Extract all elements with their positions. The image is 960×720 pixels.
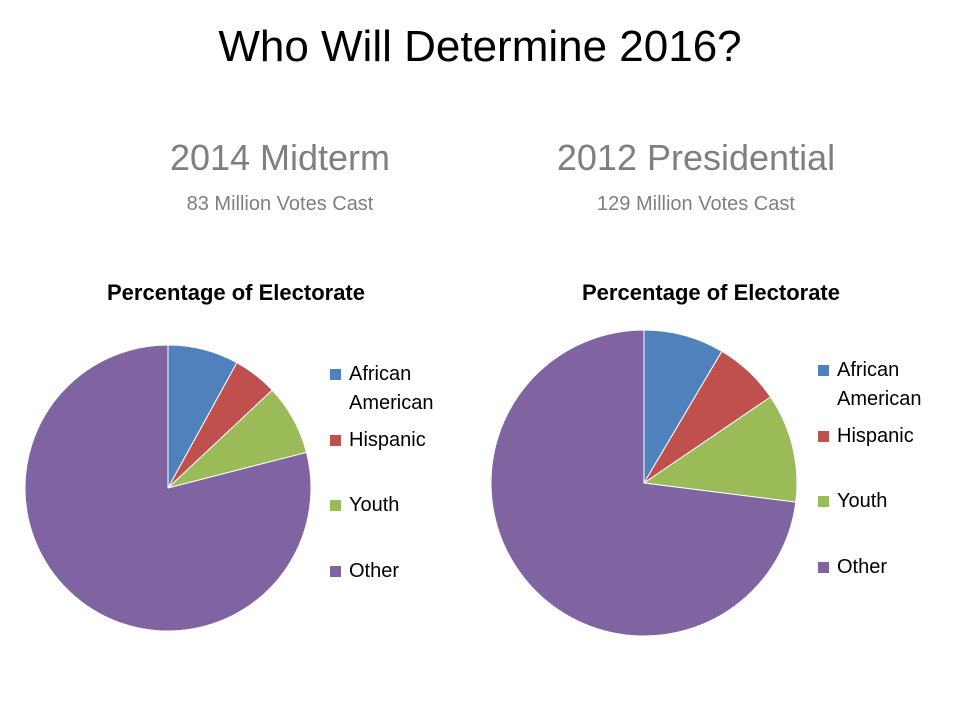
column-heading-2014: 2014 Midterm [169,137,391,178]
pie-chart-2012 [490,329,798,637]
pie-slice-youth [642,396,798,503]
legend-swatch-hispanic [330,435,341,446]
legend-label: Hispanic [349,429,426,451]
legend-swatch-african-american [818,365,829,376]
legend-2012: African American Hispanic Youth Other [818,356,960,586]
legend-item-african-american: African American [330,360,459,418]
legend-2014: African American Hispanic Youth Other [330,360,480,590]
chart-title-2012: Percentage of Electorate [582,280,840,305]
pie-slice-other [24,344,312,632]
legend-swatch-youth [818,496,829,507]
pie-chart-2014 [24,344,312,632]
legend-item-hispanic: Hispanic [330,426,459,455]
legend-item-youth: Youth [818,487,947,516]
column-subheading-2012: 129 Million Votes Cast [597,193,795,215]
legend-swatch-african-american [330,369,341,380]
chart-title-2014: Percentage of Electorate [107,280,365,305]
column-heading-2012: 2012 Presidential [556,137,836,178]
legend-swatch-hispanic [818,431,829,442]
legend-swatch-other [818,562,829,573]
legend-item-hispanic: Hispanic [818,422,947,451]
legend-item-african-american: African American [818,356,947,414]
legend-item-other: Other [330,557,459,586]
column-subheading-2014: 83 Million Votes Cast [186,193,374,215]
legend-label: Youth [837,490,888,512]
legend-swatch-other [330,566,341,577]
legend-label: Other [837,556,888,578]
slide-title: Who Will Determine 2016? [218,22,742,71]
legend-label: Other [349,560,400,582]
legend-label: African American [837,359,922,410]
legend-label: Hispanic [837,425,914,447]
legend-label: African American [349,363,434,414]
legend-swatch-youth [330,500,341,511]
legend-item-other: Other [818,553,947,582]
legend-item-youth: Youth [330,491,459,520]
pie-slice-other [490,329,797,637]
legend-label: Youth [349,494,400,516]
